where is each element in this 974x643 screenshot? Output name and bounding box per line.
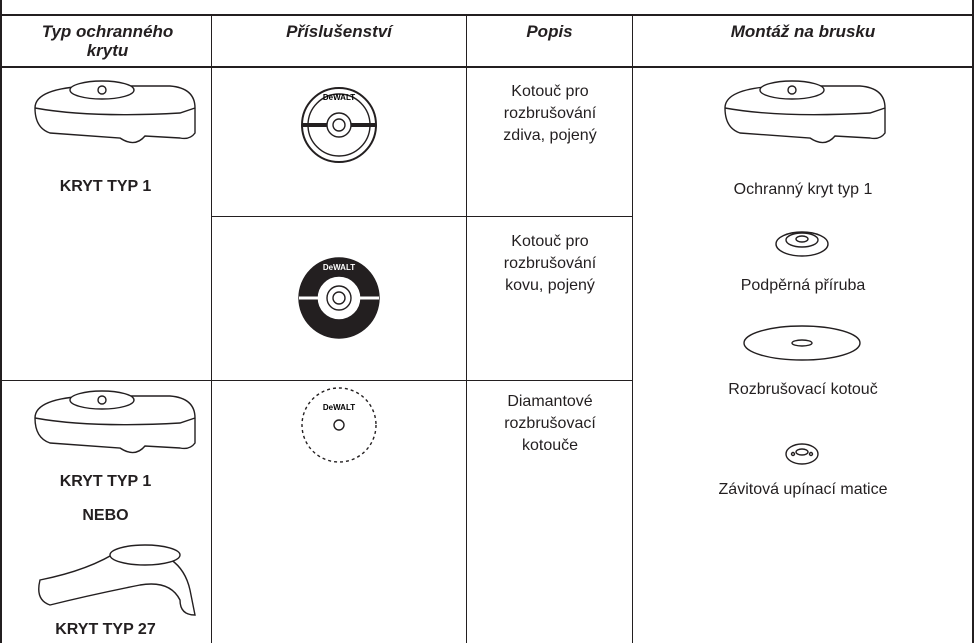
disc-icon: DeWALT [301, 387, 377, 463]
logo: DeWALT [323, 263, 355, 272]
border [0, 0, 2, 643]
disc-icon [743, 325, 861, 361]
guard-label: KRYT TYP 1 [59, 473, 152, 490]
column-header: Popis [526, 22, 573, 41]
border [0, 14, 974, 16]
guard-label: KRYT TYP 27 [55, 621, 156, 638]
guard-label: NEBO [82, 507, 129, 524]
mounting-label: Ochranný kryt typ 1 [733, 181, 873, 198]
column-header: Montáž na brusku [730, 22, 876, 41]
border [211, 14, 212, 643]
border [0, 380, 632, 381]
logo: DeWALT [323, 403, 355, 412]
column-header: Příslušenství [286, 22, 392, 41]
border [211, 216, 632, 217]
disc-icon: DeWALT [298, 257, 380, 339]
logo: DeWALT [323, 93, 355, 102]
guard-icon [34, 80, 196, 144]
column-header: Typ ochranného krytu [41, 22, 174, 60]
mounting-label: Rozbrušovací kotouč [728, 381, 878, 398]
mounting-label: Podpěrná příruba [740, 277, 866, 294]
mounting-label: Závitová upínací matice [718, 481, 888, 498]
nut-icon [785, 443, 819, 465]
guard-icon [38, 544, 196, 616]
border [0, 66, 974, 68]
description: Kotouč pro rozbrušování zdiva, pojený [503, 83, 597, 144]
flange-icon [775, 231, 829, 257]
guard-icon [724, 80, 886, 144]
disc-icon: DeWALT [301, 87, 377, 163]
border [972, 0, 974, 643]
guard-icon [34, 390, 196, 454]
guard-label: KRYT TYP 1 [59, 178, 152, 195]
border [632, 14, 633, 643]
description: Kotouč pro rozbrušování kovu, pojený [503, 233, 597, 294]
description: Diamantové rozbrušovací kotouče [504, 393, 596, 454]
border [466, 14, 467, 643]
